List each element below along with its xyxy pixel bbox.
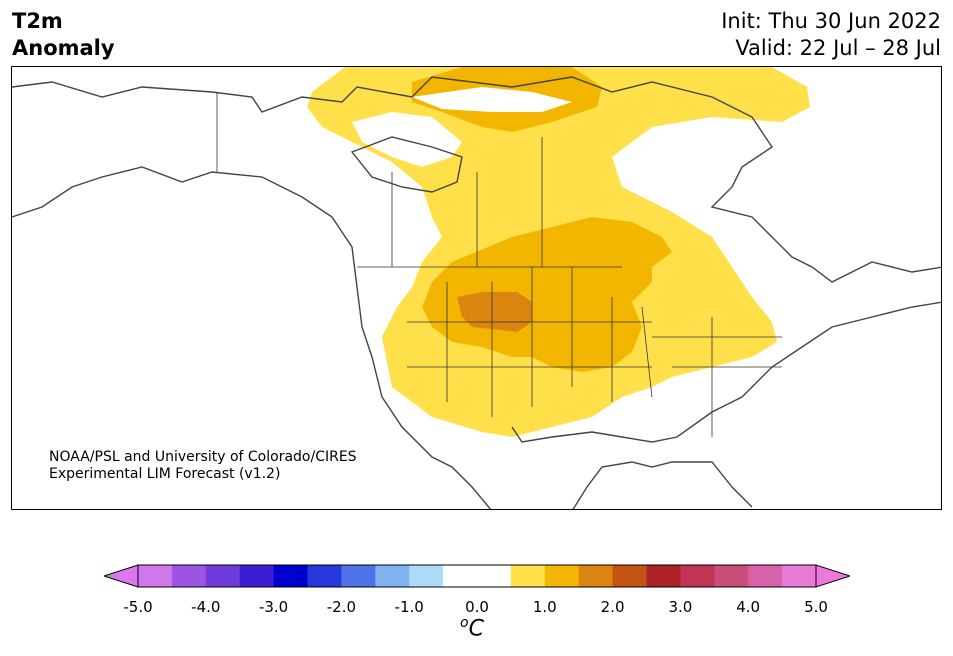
unit-label: C xyxy=(468,616,484,642)
anomaly-contour-medium-central xyxy=(422,217,672,372)
colorbar-tick-label: 4.0 xyxy=(736,598,761,616)
valid-dates: Valid: 22 Jul – 28 Jul xyxy=(735,36,941,60)
colorbar-segment xyxy=(680,565,715,587)
init-date: Init: Thu 30 Jun 2022 xyxy=(721,9,941,33)
colorbar-tick-label: 3.0 xyxy=(668,598,693,616)
colorbar-segment xyxy=(341,565,376,587)
colorbar-segment xyxy=(477,565,512,587)
colorbar-segment xyxy=(578,565,614,587)
colorbar-segment xyxy=(205,565,241,587)
colorbar-tick-label: 5.0 xyxy=(804,598,828,616)
colorbar-segment xyxy=(646,565,681,587)
state-borders xyxy=(216,92,782,437)
colorbar-unit: oC xyxy=(460,615,484,641)
title-line-2: Anomaly xyxy=(12,36,115,60)
colorbar-segment xyxy=(138,565,173,587)
map-title: T2m Anomaly xyxy=(12,8,115,62)
colorbar-segment xyxy=(307,565,342,587)
canada-gap xyxy=(412,87,572,112)
map-panel: NOAA/PSL and University of Colorado/CIRE… xyxy=(11,66,942,510)
forecast-dates: Init: Thu 30 Jun 2022 Valid: 22 Jul – 28… xyxy=(721,8,941,62)
colorbar-segment xyxy=(714,565,749,587)
colorbar-underflow-arrow xyxy=(104,564,139,588)
colorbar-segment xyxy=(375,565,410,587)
colorbar-outline xyxy=(137,564,817,588)
colorbar-segment xyxy=(544,565,580,587)
colorbar-segment xyxy=(748,565,783,587)
credit-text: NOAA/PSL and University of Colorado/CIRE… xyxy=(49,449,357,483)
unit-degree: o xyxy=(460,615,469,631)
colorbar-segment xyxy=(782,565,817,587)
colorbar-tick-label: 0.0 xyxy=(465,598,489,616)
colorbar-tick-label: -1.0 xyxy=(394,598,424,616)
colorbar-segment xyxy=(612,565,647,587)
colorbar-tick-label: 1.0 xyxy=(532,598,557,616)
colorbar-tick-label: -3.0 xyxy=(258,598,289,616)
hudson-bay-gap xyxy=(352,112,462,167)
colorbar-segment xyxy=(273,565,308,587)
colorbar-segment xyxy=(443,565,478,587)
colorbar-segment xyxy=(409,565,444,587)
colorbar xyxy=(104,564,850,588)
colorbar-tick-label: -5.0 xyxy=(123,598,153,616)
credit-line-1: NOAA/PSL and University of Colorado/CIRE… xyxy=(49,449,357,465)
colorbar-segment xyxy=(171,565,207,587)
colorbar-overflow-arrow xyxy=(815,564,850,588)
colorbar-segment xyxy=(239,565,275,587)
title-line-1: T2m xyxy=(12,9,63,33)
colorbar-segment xyxy=(510,565,546,587)
colorbar-tick-label: -4.0 xyxy=(191,598,221,616)
colorbar-tick-label: -2.0 xyxy=(326,598,357,616)
colorbar-tick-label: 2.0 xyxy=(600,598,625,616)
credit-line-2: Experimental LIM Forecast (v1.2) xyxy=(49,466,281,482)
anomaly-map xyxy=(12,67,941,509)
